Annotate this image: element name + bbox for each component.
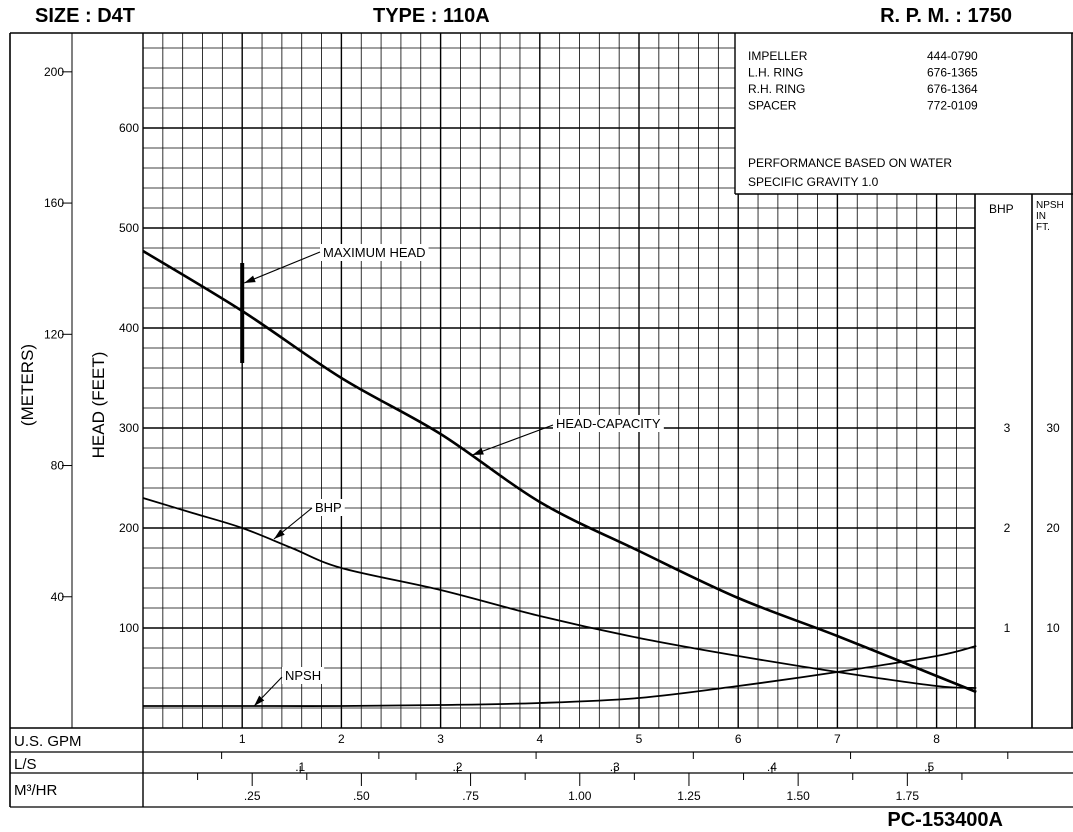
drawing-number: PC-153400A	[887, 809, 1003, 831]
curve-bhp	[142, 497, 977, 689]
m3hr-tick-label: 1.75	[896, 789, 920, 803]
head-capacity-label: HEAD-CAPACITY	[556, 416, 661, 431]
npsh-column-title: FT.	[1036, 222, 1050, 233]
note-line: PERFORMANCE BASED ON WATER	[748, 156, 952, 170]
curve-head-capacity	[142, 249, 977, 694]
npsh-tick-label: 10	[1046, 621, 1060, 635]
info-box: IMPELLER 444-0790 L.H. RING 676-1365 R.H. RI…	[748, 49, 978, 189]
feet-tick-label: 500	[119, 221, 139, 235]
ls-tick-label: .3	[610, 760, 620, 774]
y-axis-title-meters: (METERS)	[18, 344, 37, 426]
npsh-label: NPSH	[285, 668, 321, 683]
part-number: 676-1365	[927, 66, 978, 80]
meter-tick-label: 200	[44, 65, 64, 79]
leader-line	[472, 424, 554, 456]
part-name: IMPELLER	[748, 49, 808, 63]
feet-tick-label: 400	[119, 321, 139, 335]
part-number: 772-0109	[927, 99, 978, 113]
x-axis-label: U.S. GPM	[14, 733, 82, 750]
leader-arrowhead	[472, 447, 484, 455]
npsh-tick-label: 30	[1046, 421, 1060, 435]
ls-tick-label: .4	[767, 760, 777, 774]
chart-frame	[9, 32, 1073, 808]
gpm-tick-label: 1	[239, 732, 246, 746]
max-head-label: MAXIMUM HEAD	[323, 245, 426, 260]
meter-tick-label: 80	[51, 459, 65, 473]
leader-line	[243, 251, 321, 284]
curves	[142, 249, 977, 707]
bhp-label: BHP	[315, 500, 342, 515]
label-background	[553, 415, 664, 432]
feet-tick-label: 300	[119, 421, 139, 435]
feet-tick-label: 100	[119, 621, 139, 635]
type-label: TYPE : 110A	[373, 5, 490, 27]
size-label: SIZE : D4T	[35, 5, 135, 27]
m3hr-tick-label: 1.00	[568, 789, 592, 803]
m3hr-tick-label: 1.25	[677, 789, 701, 803]
bhp-tick-label: 2	[1004, 521, 1011, 535]
feet-tick-label: 200	[119, 521, 139, 535]
bhp-tick-label: 1	[1004, 621, 1011, 635]
label-background	[282, 667, 325, 684]
meter-tick-label: 40	[51, 590, 65, 604]
leader-arrowhead	[254, 695, 265, 706]
bhp-column-title: BHP	[989, 202, 1014, 216]
m3hr-tick-label: .25	[244, 789, 261, 803]
label-background	[320, 244, 429, 261]
m3hr-tick-label: .75	[462, 789, 479, 803]
gpm-tick-label: 3	[437, 732, 444, 746]
part-number: 676-1364	[927, 82, 978, 96]
npsh-column-title: NPSH	[1036, 200, 1064, 211]
ls-tick-label: .2	[452, 760, 462, 774]
label-background	[312, 499, 345, 516]
rpm-label: R. P. M. : 1750	[880, 5, 1012, 27]
x-axis-label: M³/HR	[14, 782, 57, 799]
leader-arrowhead	[273, 529, 285, 539]
ls-tick-label: .1	[295, 760, 305, 774]
labels: SIZE : D4T TYPE : 110A R. P. M. : 1750 PC-1…	[14, 5, 1064, 831]
part-name: L.H. RING	[748, 66, 803, 80]
ls-tick-label: .5	[924, 760, 934, 774]
part-name: SPACER	[748, 99, 797, 113]
x-axis-label: L/S	[14, 756, 37, 773]
chart-grid	[143, 33, 975, 728]
meter-tick-label: 120	[44, 327, 64, 341]
m3hr-tick-label: .50	[353, 789, 370, 803]
npsh-tick-label: 20	[1046, 521, 1060, 535]
gpm-tick-label: 6	[735, 732, 742, 746]
part-number: 444-0790	[927, 49, 978, 63]
gpm-tick-label: 4	[536, 732, 543, 746]
feet-tick-label: 600	[119, 121, 139, 135]
part-name: R.H. RING	[748, 82, 805, 96]
gpm-tick-label: 7	[834, 732, 841, 746]
leader-arrowhead	[244, 275, 256, 283]
m3hr-tick-label: 1.50	[786, 789, 810, 803]
gpm-tick-label: 2	[338, 732, 345, 746]
gpm-tick-label: 5	[636, 732, 643, 746]
gpm-tick-label: 8	[933, 732, 940, 746]
curve-npsh	[143, 645, 977, 707]
y-axis-title: HEAD (FEET)	[89, 352, 108, 459]
bhp-tick-label: 3	[1004, 421, 1011, 435]
npsh-column-title: IN	[1036, 211, 1046, 222]
meter-tick-label: 160	[44, 196, 64, 210]
note-line: SPECIFIC GRAVITY 1.0	[748, 175, 879, 189]
